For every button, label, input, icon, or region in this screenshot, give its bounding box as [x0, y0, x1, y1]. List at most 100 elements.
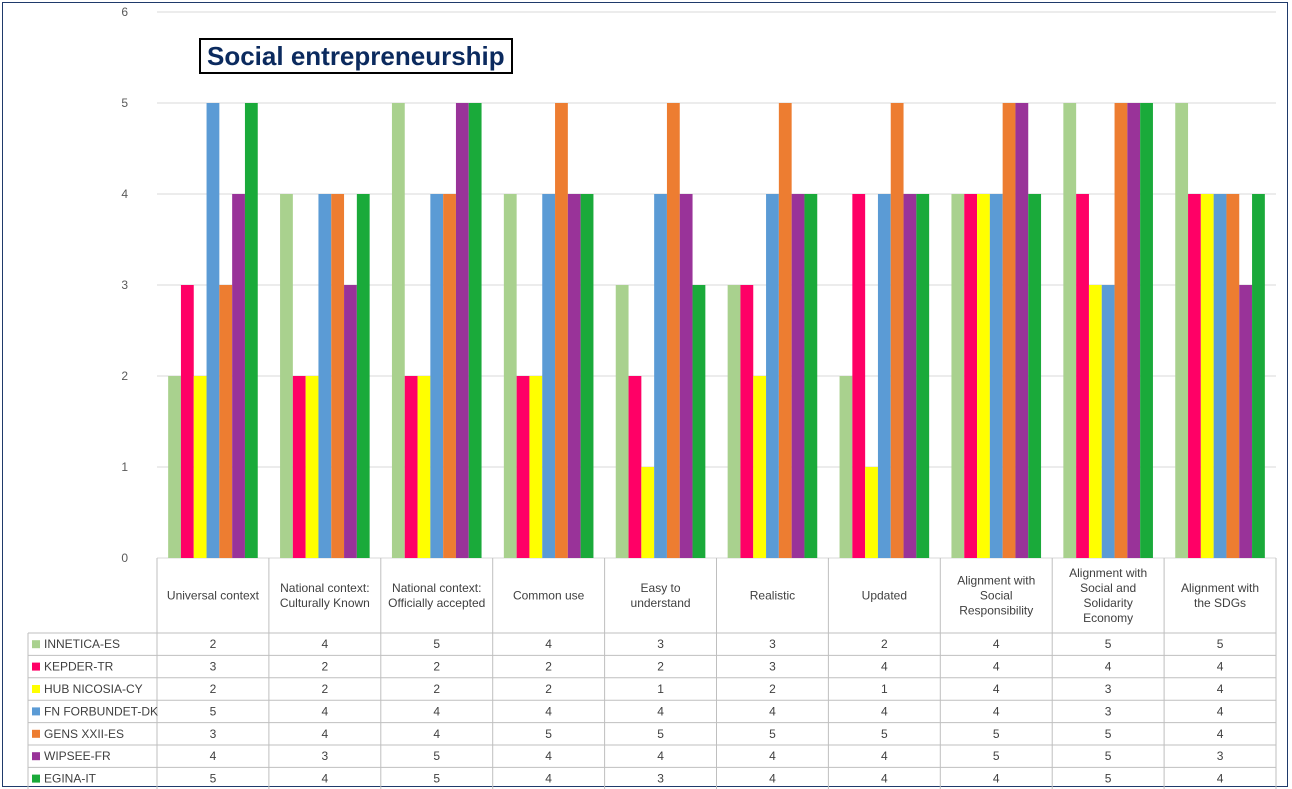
legend-key	[32, 685, 40, 693]
category-label: Officially accepted	[388, 596, 485, 610]
bar	[666, 103, 680, 558]
table-cell-value: 5	[993, 727, 1000, 741]
bar	[331, 194, 345, 558]
table-cell-value: 2	[322, 660, 329, 674]
category-label: the SDGs	[1194, 596, 1246, 610]
table-cell-value: 4	[881, 749, 888, 763]
bar	[219, 285, 233, 558]
table-cell-value: 4	[657, 704, 664, 718]
bar	[865, 467, 878, 558]
bar	[391, 103, 405, 558]
bar	[740, 285, 754, 558]
bar	[628, 376, 642, 558]
table-cell-value: 4	[993, 660, 1000, 674]
table-cell-value: 4	[322, 772, 329, 786]
table-cell-value: 2	[433, 682, 440, 696]
legend-key	[32, 662, 40, 671]
y-tick-label: 6	[121, 5, 128, 19]
table-cell-value: 4	[769, 749, 776, 763]
category-label: understand	[631, 596, 691, 610]
bar	[404, 376, 418, 558]
table-cell-value: 4	[1217, 682, 1224, 696]
table-cell-value: 4	[433, 727, 440, 741]
table-cell-value: 5	[657, 727, 664, 741]
table-cell-value: 5	[1105, 749, 1112, 763]
legend-key	[32, 752, 40, 761]
bar	[356, 194, 370, 558]
bar	[468, 103, 482, 558]
bar	[839, 376, 853, 558]
table-cell-value: 5	[1105, 772, 1112, 786]
table-cell-value: 4	[545, 749, 552, 763]
category-label: Easy to	[641, 581, 681, 595]
category-label: Alignment with	[957, 574, 1035, 588]
bar	[1114, 103, 1128, 558]
category-label: Common use	[513, 589, 585, 603]
table-cell-value: 2	[545, 682, 552, 696]
table-cell-value: 4	[1217, 727, 1224, 741]
table-cell-value: 3	[1105, 682, 1112, 696]
table-cell-value: 4	[210, 749, 217, 763]
table-cell-value: 4	[769, 704, 776, 718]
table-cell-value: 3	[769, 637, 776, 651]
bar	[1239, 285, 1253, 558]
bar	[852, 194, 866, 558]
category-label: Social	[980, 589, 1013, 603]
table-cell-value: 3	[210, 660, 217, 674]
table-cell-value: 4	[545, 704, 552, 718]
bar	[542, 194, 556, 558]
bar	[206, 103, 220, 558]
bar	[766, 194, 779, 558]
bar	[916, 194, 930, 558]
table-cell-value: 4	[881, 772, 888, 786]
table-cell-value: 2	[433, 660, 440, 674]
bar	[964, 194, 978, 558]
legend-label: FN FORBUNDET-DK	[44, 704, 158, 718]
bar	[555, 103, 568, 558]
bar	[443, 194, 456, 558]
y-tick-label: 3	[121, 278, 128, 292]
category-label: Solidarity	[1083, 596, 1132, 610]
table-cell-value: 4	[322, 704, 329, 718]
table-cell-value: 5	[433, 749, 440, 763]
table-cell-value: 5	[433, 772, 440, 786]
table-cell-value: 2	[210, 637, 217, 651]
table-cell-value: 4	[881, 704, 888, 718]
table-cell-value: 2	[881, 637, 888, 651]
table-cell-value: 5	[881, 727, 888, 741]
table-cell-value: 1	[657, 682, 664, 696]
y-tick-label: 5	[121, 96, 128, 110]
bar	[1175, 103, 1189, 558]
legend-label: HUB NICOSIA-CY	[44, 682, 143, 696]
table-cell-value: 3	[1105, 704, 1112, 718]
y-tick-label: 0	[121, 551, 128, 565]
bar	[292, 376, 306, 558]
bar	[654, 194, 667, 558]
bar	[692, 285, 706, 558]
bar	[778, 103, 792, 558]
table-cell-value: 5	[1105, 727, 1112, 741]
bar	[1063, 103, 1077, 558]
table-cell-value: 4	[993, 637, 1000, 651]
table-cell-value: 4	[322, 637, 329, 651]
bar	[567, 194, 581, 558]
bar	[679, 194, 693, 558]
bar	[1015, 103, 1029, 558]
table-cell-value: 4	[993, 772, 1000, 786]
category-label: Updated	[862, 589, 907, 603]
bar	[753, 376, 767, 558]
category-label: Alignment with	[1181, 581, 1259, 595]
bar	[244, 103, 258, 558]
table-cell-value: 4	[1217, 660, 1224, 674]
legend-key	[32, 707, 40, 716]
y-tick-label: 4	[121, 187, 128, 201]
legend-key	[32, 640, 40, 649]
table-cell-value: 4	[433, 704, 440, 718]
table-cell-value: 4	[993, 682, 1000, 696]
table-cell-value: 5	[1105, 637, 1112, 651]
table-cell-value: 3	[210, 727, 217, 741]
y-tick-label: 1	[121, 460, 128, 474]
bar	[951, 194, 965, 558]
